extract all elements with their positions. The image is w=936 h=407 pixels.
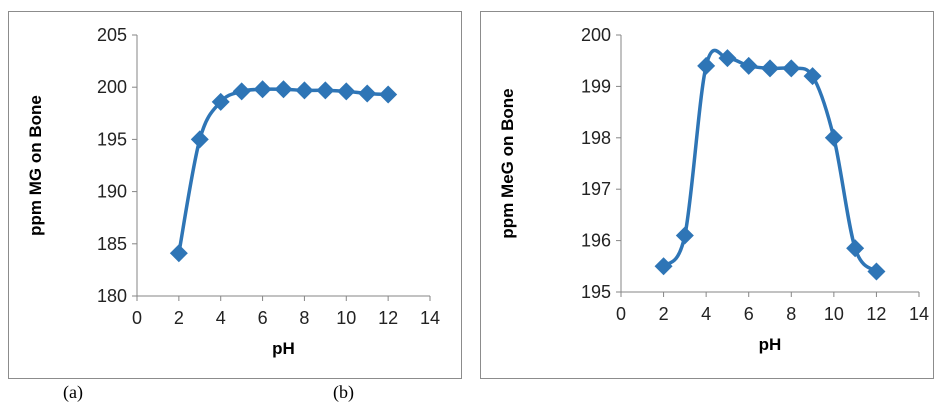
x-tick-label: 2 [174, 308, 184, 328]
data-point [824, 128, 843, 147]
data-point [782, 59, 801, 78]
data-point [654, 257, 673, 276]
caption-b: (b) [333, 382, 354, 402]
data-point [739, 56, 758, 75]
y-tick-label: 196 [581, 231, 611, 251]
series-line [177, 87, 389, 254]
y-tick-label: 199 [581, 76, 611, 96]
y-tick-label: 190 [97, 182, 127, 202]
data-point [846, 239, 865, 258]
x-tick-label: 14 [909, 304, 929, 324]
data-point [316, 81, 335, 100]
axes-a: 180 185 190 195 200 205 0 2 4 6 8 10 12 14 [97, 25, 440, 328]
data-point [337, 82, 356, 101]
series-line [662, 48, 878, 273]
data-point [190, 130, 209, 149]
x-tick-label: 10 [336, 308, 356, 328]
data-point [358, 84, 377, 103]
x-tick-label: 4 [701, 304, 711, 324]
data-point [867, 262, 886, 281]
x-tick-label: 6 [744, 304, 754, 324]
data-point [274, 80, 293, 99]
x-tick-label: 6 [258, 308, 268, 328]
y-tick-label: 200 [581, 25, 611, 45]
data-point [718, 49, 737, 68]
x-tick-label: 0 [132, 308, 142, 328]
y-tick-label: 205 [97, 25, 127, 45]
data-point [232, 82, 251, 101]
y-tick-label: 197 [581, 179, 611, 199]
y-tick-label: 180 [97, 286, 127, 306]
chart-panel-b: 195 196 197 198 199 200 0 2 4 6 8 10 12 14 pH ppm MeG o… [480, 11, 934, 379]
y-tick-label: 185 [97, 234, 127, 254]
y-tick-label: 200 [97, 77, 127, 97]
y-tick-label: 195 [581, 282, 611, 302]
data-point [675, 226, 694, 245]
y-tick-label: 198 [581, 128, 611, 148]
x-tick-label: 4 [216, 308, 226, 328]
x-tick-label: 8 [786, 304, 796, 324]
x-tick-label: 14 [420, 308, 440, 328]
x-tick-label: 0 [616, 304, 626, 324]
x-axis-title: pH [759, 335, 782, 354]
data-point [211, 92, 230, 111]
x-tick-label: 10 [824, 304, 844, 324]
chart-panel-a: 180 185 190 195 200 205 0 2 4 6 8 10 12 14 pH ppm MG on… [8, 11, 462, 379]
x-tick-label: 12 [866, 304, 886, 324]
x-tick-label: 2 [659, 304, 669, 324]
caption-a: (a) [63, 382, 83, 402]
data-point [169, 244, 188, 263]
x-axis-title: pH [272, 339, 295, 358]
y-tick-label: 195 [97, 129, 127, 149]
chart-b-svg: 195 196 197 198 199 200 0 2 4 6 8 10 12 14 pH ppm MeG o… [498, 25, 929, 354]
chart-a-svg: 180 185 190 195 200 205 0 2 4 6 8 10 12 14 pH ppm MG on… [26, 25, 440, 358]
data-point [803, 67, 822, 86]
x-tick-label: 12 [378, 308, 398, 328]
y-axis-title: ppm MeG on Bone [498, 88, 517, 238]
data-point [761, 59, 779, 78]
data-point [253, 80, 272, 99]
data-point [697, 56, 716, 75]
y-axis-title: ppm MG on Bone [26, 95, 45, 236]
data-point [295, 81, 314, 100]
axes-b: 195 196 197 198 199 200 0 2 4 6 8 10 12 14 [581, 25, 929, 324]
x-tick-label: 8 [299, 308, 309, 328]
data-point [379, 85, 398, 104]
